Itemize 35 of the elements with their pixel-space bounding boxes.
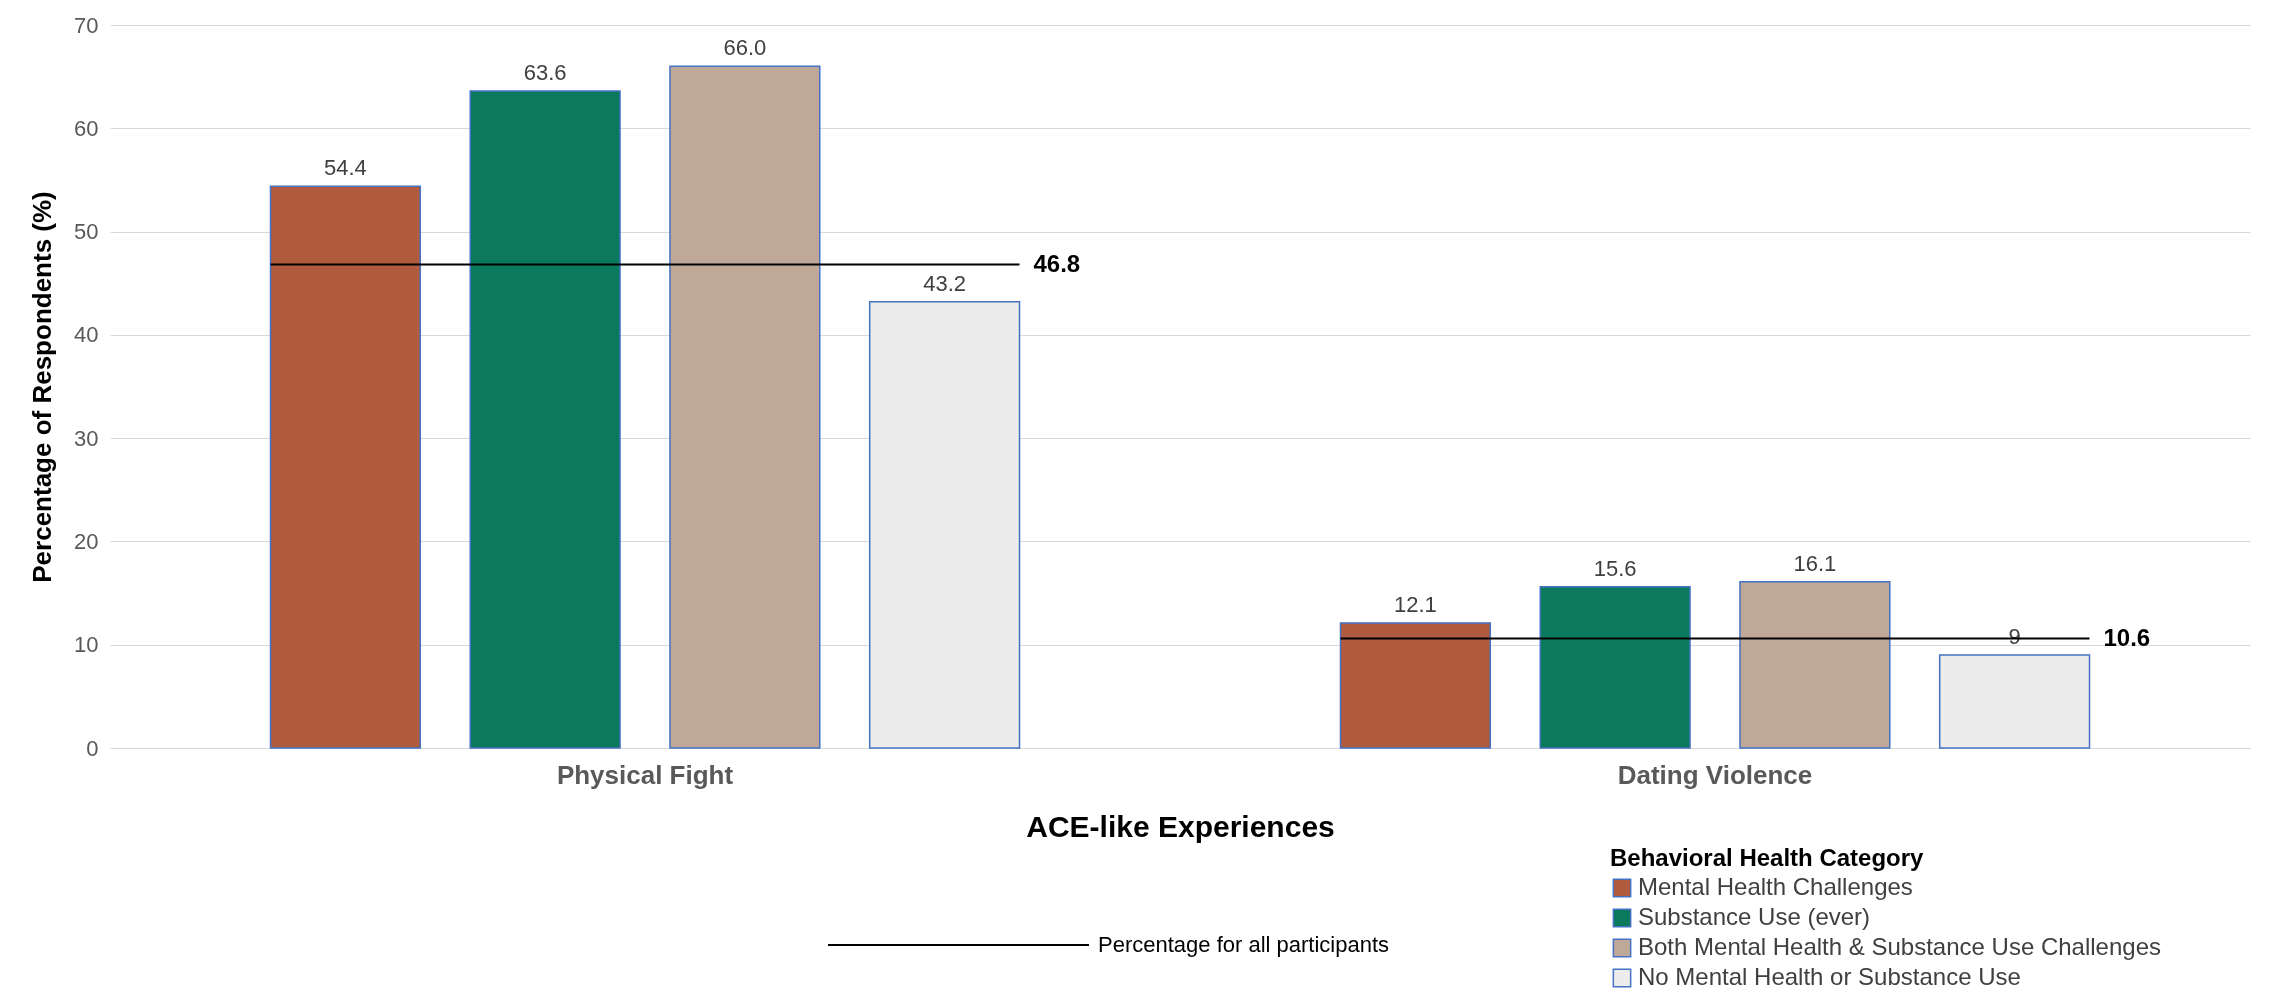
bar bbox=[1539, 586, 1691, 749]
y-tick-label: 60 bbox=[74, 115, 99, 141]
y-tick-label: 10 bbox=[74, 632, 99, 658]
x-axis-title: ACE-like Experiences bbox=[1026, 809, 1335, 843]
y-axis-title: Percentage of Respondents (%) bbox=[27, 191, 58, 583]
y-tick-label: 30 bbox=[74, 425, 99, 451]
legend-label: Mental Health Challenges bbox=[1638, 873, 1913, 900]
bar bbox=[1339, 622, 1492, 749]
data-label: 54.4 bbox=[323, 155, 367, 181]
data-label: 43.2 bbox=[923, 270, 967, 296]
bar bbox=[1739, 580, 1891, 749]
bar bbox=[669, 65, 821, 749]
ref-line-label: 46.8 bbox=[1033, 249, 1081, 277]
y-tick-label: 0 bbox=[86, 735, 99, 761]
legend-label: Both Mental Health & Substance Use Challenges bbox=[1638, 933, 2161, 960]
x-tick-label: Physical Fight bbox=[556, 759, 734, 790]
data-label: 66.0 bbox=[723, 35, 767, 61]
bar bbox=[1938, 654, 2091, 749]
y-tick-label: 70 bbox=[74, 12, 99, 38]
legend-title: Behavioral Health Category bbox=[1610, 844, 1925, 871]
ref-line-label: 10.6 bbox=[2103, 623, 2151, 651]
data-label: 63.6 bbox=[523, 60, 567, 86]
y-tick-label: 40 bbox=[74, 322, 99, 348]
data-label: 15.6 bbox=[1593, 555, 1637, 581]
legend-label: Substance Use (ever) bbox=[1638, 903, 1871, 930]
bar bbox=[269, 185, 422, 749]
data-label: 12.1 bbox=[1393, 592, 1437, 618]
bar bbox=[469, 90, 621, 749]
data-label: 16.1 bbox=[1793, 550, 1837, 576]
y-tick-label: 20 bbox=[74, 528, 99, 554]
x-tick-label: Dating Violence bbox=[1617, 759, 1813, 790]
y-tick-label: 50 bbox=[74, 219, 99, 245]
text: Percentage for all participants bbox=[1098, 932, 1390, 957]
legend-label: No Mental Health or Substance Use bbox=[1638, 963, 2021, 990]
bar bbox=[868, 301, 1021, 749]
